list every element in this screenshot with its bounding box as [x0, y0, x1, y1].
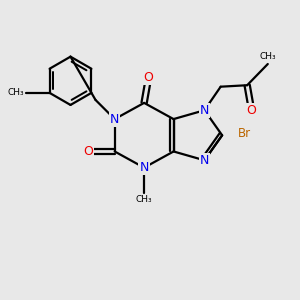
Text: N: N	[110, 112, 119, 126]
Text: N: N	[200, 154, 209, 167]
Text: O: O	[144, 71, 154, 84]
Text: CH₃: CH₃	[7, 88, 24, 98]
Text: N: N	[200, 104, 209, 117]
Text: O: O	[247, 104, 256, 117]
Text: Br: Br	[238, 127, 251, 140]
Text: CH₃: CH₃	[136, 195, 152, 204]
Text: O: O	[83, 145, 93, 158]
Text: CH₃: CH₃	[260, 52, 276, 61]
Text: N: N	[140, 161, 149, 174]
